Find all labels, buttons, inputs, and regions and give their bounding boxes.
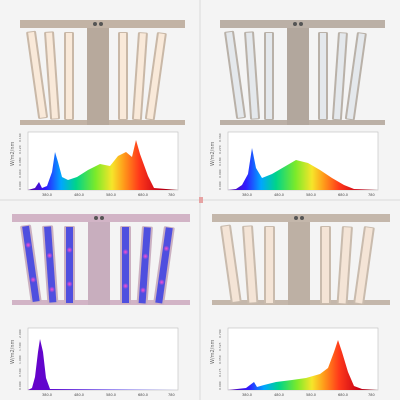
y-tick-3: 0.080	[18, 157, 22, 166]
y-axis-label: W/m2/nm	[210, 141, 216, 166]
spectrum-chart: W/m2/nm 380.0 480.0 580.0 680.0 780 0.00…	[10, 131, 179, 197]
spectrum-curve	[28, 339, 178, 390]
light-fixture	[220, 20, 385, 125]
light-bars-left	[20, 224, 75, 304]
light-bars-right	[120, 226, 175, 305]
spectrum-chart: W/m2/nm 380.0 480.0 580.0 680.0 780 0.00…	[10, 327, 179, 397]
spectrum-chart: W/m2/nm 380.0 480.0 580.0 680.0 780 0.00…	[210, 327, 379, 397]
center-driver-box	[288, 222, 310, 305]
y-tick-5: 0.360	[218, 133, 222, 142]
y-tick-2: 0.500	[18, 368, 22, 377]
x-tick-5: 780	[368, 393, 375, 397]
quadrant-bottom-left: W/m2/nm 380.0 480.0 580.0 680.0 780 0.00…	[2, 202, 198, 398]
y-tick-2: 0.040	[18, 169, 22, 178]
x-tick-1: 380.0	[42, 393, 52, 397]
spectrum-curve	[228, 148, 378, 190]
y-tick-5: 0.700	[218, 329, 222, 338]
light-fixture	[20, 20, 185, 125]
y-tick-1: 0.000	[218, 381, 222, 390]
x-tick-2: 480.0	[74, 193, 84, 197]
y-tick-1: 0.000	[18, 381, 22, 390]
x-tick-4: 680.0	[338, 393, 348, 397]
y-tick-3: 0.180	[218, 157, 222, 166]
y-tick-5: 2.000	[18, 329, 22, 338]
x-tick-4: 680.0	[338, 193, 348, 197]
y-axis-label: W/m2/nm	[10, 339, 16, 364]
y-tick-4: 0.120	[18, 145, 22, 154]
y-tick-4: 1.500	[18, 342, 22, 351]
x-tick-1: 380.0	[242, 393, 252, 397]
y-tick-5: 0.160	[18, 133, 22, 142]
x-tick-2: 480.0	[74, 393, 84, 397]
light-bars-right	[320, 226, 375, 305]
light-bars-right	[118, 32, 167, 121]
y-tick-1: 0.000	[18, 181, 22, 190]
x-tick-3: 580.0	[106, 193, 116, 197]
x-tick-3: 580.0	[106, 393, 116, 397]
y-tick-2: 0.175	[218, 368, 222, 377]
x-tick-4: 680.0	[138, 193, 148, 197]
quadrant-bottom-right: W/m2/nm 380.0 480.0 580.0 680.0 780 0.00…	[202, 202, 398, 398]
light-bars-left	[220, 224, 275, 304]
center-driver-box	[88, 222, 110, 305]
spectrum-chart: W/m2/nm 380.0 480.0 580.0 680.0 780 0.00…	[210, 131, 379, 197]
horizontal-divider	[0, 197, 400, 203]
x-tick-3: 580.0	[306, 193, 316, 197]
y-tick-2: 0.090	[218, 169, 222, 178]
x-tick-4: 680.0	[138, 393, 148, 397]
light-bars-left	[26, 30, 74, 120]
light-bars-left	[224, 30, 274, 120]
x-tick-1: 380.0	[42, 193, 52, 197]
x-tick-5: 780	[168, 393, 175, 397]
y-tick-1: 0.000	[218, 181, 222, 190]
x-tick-5: 780	[168, 193, 175, 197]
y-tick-4: 0.270	[218, 145, 222, 154]
x-tick-3: 580.0	[306, 393, 316, 397]
light-bars-right	[318, 32, 367, 121]
center-driver-box	[287, 28, 309, 125]
spectrum-curve	[28, 140, 178, 190]
x-tick-1: 380.0	[242, 193, 252, 197]
spectrum-curve	[228, 340, 378, 390]
y-axis-label: W/m2/nm	[10, 141, 16, 166]
y-axis-label: W/m2/nm	[210, 339, 216, 364]
x-tick-5: 780	[368, 193, 375, 197]
quadrant-top-right: W/m2/nm 380.0 480.0 580.0 680.0 780 0.00…	[202, 2, 398, 198]
y-tick-3: 1.000	[18, 355, 22, 364]
x-tick-2: 480.0	[274, 393, 284, 397]
y-tick-3: 0.350	[218, 355, 222, 364]
light-fixture	[212, 214, 390, 305]
quadrant-top-left: W/m2/nm 380.0 480.0 580.0 680.0 780 0.00…	[2, 2, 198, 198]
y-tick-4: 0.525	[218, 342, 222, 351]
x-tick-2: 480.0	[274, 193, 284, 197]
light-fixture	[12, 214, 190, 305]
center-driver-box	[87, 28, 109, 125]
